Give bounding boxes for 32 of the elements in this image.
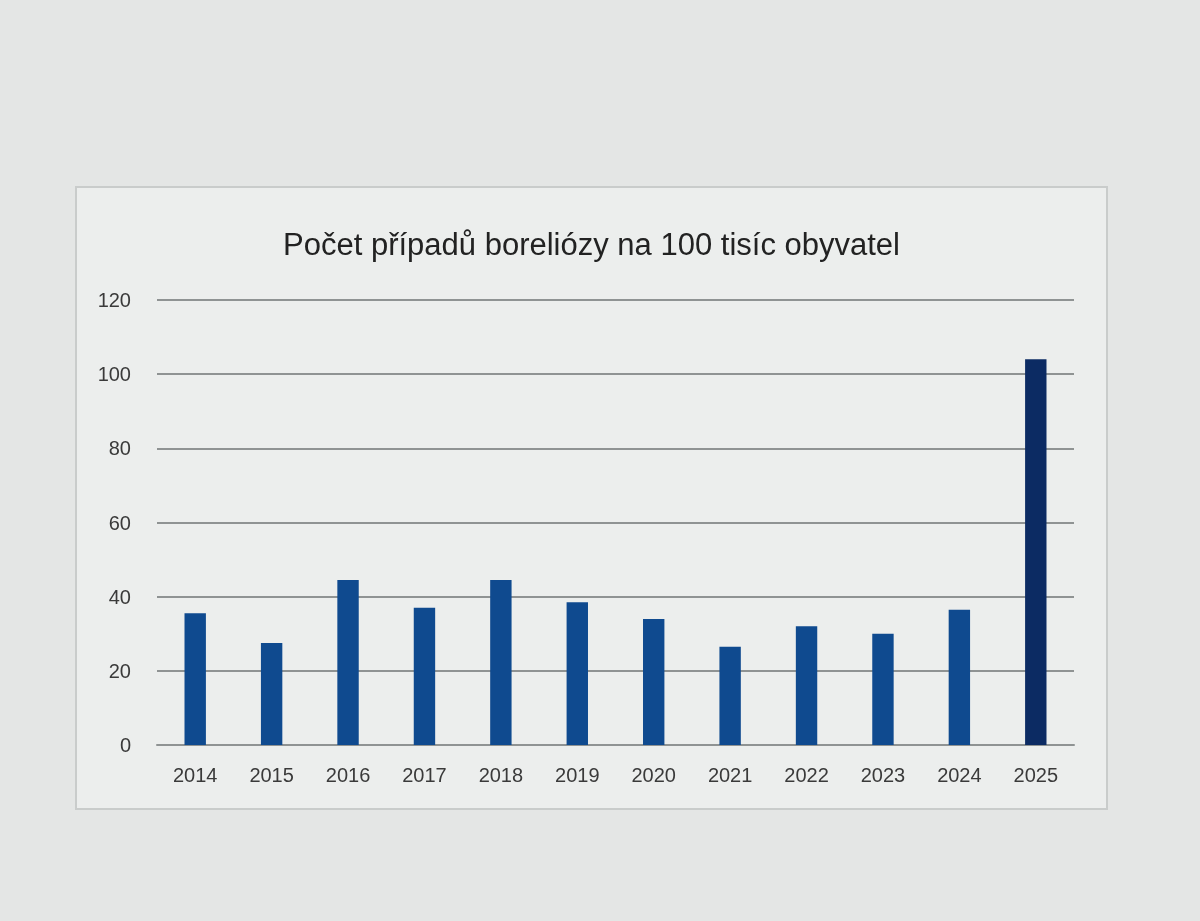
x-tick-label: 2020 <box>631 764 676 786</box>
bar <box>948 609 971 745</box>
bar <box>719 646 741 745</box>
bar <box>795 626 818 745</box>
bar <box>566 602 588 745</box>
bar <box>1025 359 1047 745</box>
bar <box>490 579 512 745</box>
x-tick-label: 2019 <box>555 764 600 786</box>
x-tick-label: 2017 <box>402 764 447 786</box>
y-tick-label: 0 <box>119 734 131 756</box>
chart-title: Počet případů boreliózy na 100 tisíc obyvatel <box>283 227 900 262</box>
y-tick-label: 20 <box>108 659 131 682</box>
y-tick-label: 40 <box>108 585 131 608</box>
bar <box>260 643 283 745</box>
bar <box>413 607 436 745</box>
bar <box>184 613 206 745</box>
bar <box>337 579 359 745</box>
bar <box>643 618 665 745</box>
y-tick-label: 120 <box>97 289 131 311</box>
x-tick-label: 2021 <box>707 764 753 786</box>
y-tick-label: 80 <box>108 437 131 460</box>
x-tick-label: 2018 <box>478 764 524 786</box>
x-tick-label: 2023 <box>860 764 906 786</box>
y-tick-label: 100 <box>97 363 131 386</box>
y-tick-label: 60 <box>108 511 131 534</box>
x-tick-label: 2024 <box>937 764 982 786</box>
bar <box>872 633 894 745</box>
x-tick-label: 2025 <box>1013 764 1059 786</box>
x-tick-label: 2016 <box>325 764 371 786</box>
x-tick-label: 2014 <box>172 764 218 786</box>
x-tick-label: 2015 <box>249 764 294 786</box>
x-tick-label: 2022 <box>784 764 829 786</box>
